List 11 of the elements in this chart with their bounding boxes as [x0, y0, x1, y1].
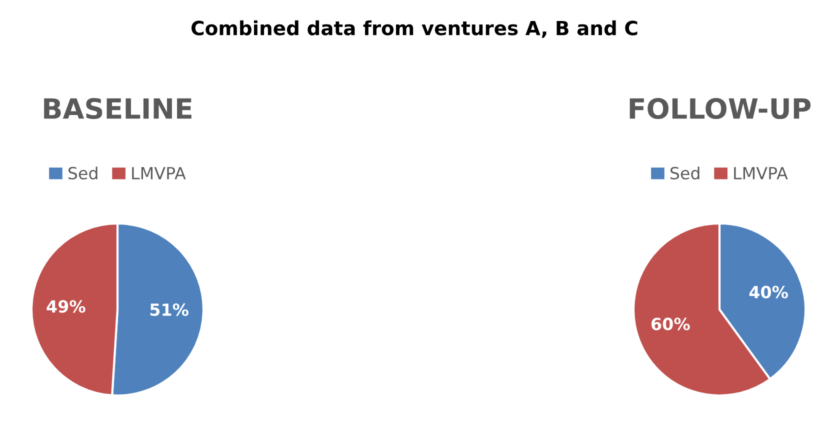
legend-label: LMVPA: [734, 167, 788, 180]
data-label: 49%: [46, 300, 86, 313]
legend-label: LMVPA: [132, 167, 186, 180]
data-label: 51%: [150, 303, 188, 316]
text: Combined data from ventures A, B and C: [192, 20, 638, 38]
legend-label: Sed: [670, 166, 700, 180]
chart-title: BASELINE: [44, 98, 192, 120]
chart-title: FOLLOW-UP: [630, 98, 811, 120]
legend-label: Sed: [68, 166, 98, 180]
data-label: 60%: [652, 318, 690, 330]
data-label: 40%: [749, 286, 788, 298]
